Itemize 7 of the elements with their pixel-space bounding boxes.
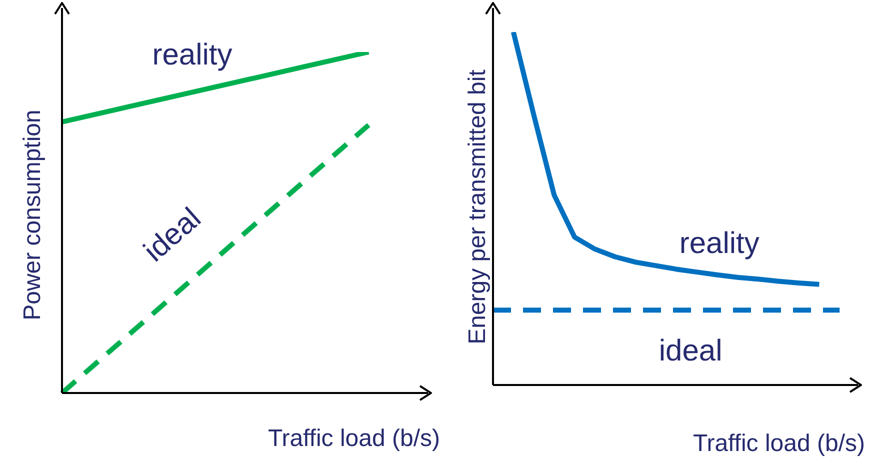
x-axis-title: Traffic load (b/s) <box>692 430 865 458</box>
x-axis-title: Traffic load (b/s) <box>268 425 440 453</box>
series-label: reality <box>152 38 232 72</box>
y-axis-title: Energy per transmitted bit <box>464 70 492 344</box>
y-axis-title: Power consumption <box>19 110 47 320</box>
series-label: reality <box>679 227 760 260</box>
series-label: ideal <box>658 334 722 368</box>
